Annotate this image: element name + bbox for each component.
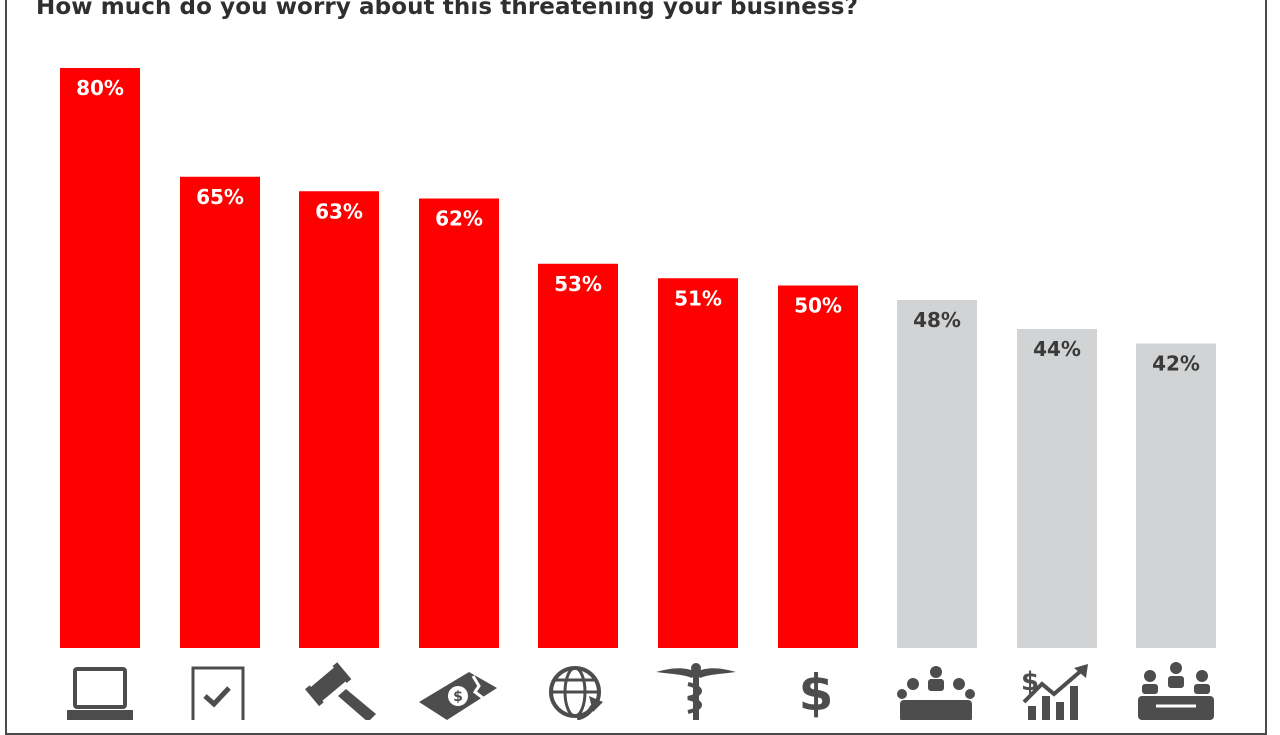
bar-value-label: 63% — [315, 199, 363, 223]
meeting-icon — [896, 662, 976, 720]
bar-value-label: 48% — [913, 308, 961, 332]
bar-caduceus — [658, 278, 738, 648]
bar-value-label: 53% — [554, 272, 602, 296]
svg-text:$: $ — [799, 664, 834, 720]
team-icon — [1136, 662, 1216, 720]
svg-text:$: $ — [1021, 667, 1039, 697]
bar-value-label: 65% — [196, 185, 244, 209]
bar-laptop — [60, 68, 140, 648]
bar-meeting — [897, 300, 977, 648]
money-bill-icon: $ — [417, 662, 497, 720]
bar-money — [419, 198, 499, 648]
checklist-icon — [179, 662, 259, 720]
bar-value-label: 50% — [794, 294, 842, 318]
bar-value-label: 42% — [1152, 352, 1200, 376]
bar-dollar — [778, 285, 858, 648]
bar-value-label: 51% — [674, 286, 722, 310]
svg-text:$: $ — [453, 689, 463, 705]
dollar-sign-icon: $ — [776, 662, 856, 720]
chart-title: How much do you worry about this threate… — [36, 0, 859, 20]
bar-value-label: 80% — [76, 76, 124, 100]
bar-chart: 80% 65% 63% 62% 53% 51% 50% 48% 44% 42% — [60, 68, 1216, 648]
caduceus-icon — [656, 662, 736, 720]
laptop-icon — [60, 662, 140, 720]
growth-chart-icon: $ — [1016, 662, 1096, 720]
bar-growth — [1017, 329, 1097, 648]
globe-icon — [537, 662, 617, 720]
bar-gavel — [299, 191, 379, 648]
bar-checklist — [180, 176, 260, 648]
bar-value-label: 44% — [1033, 337, 1081, 361]
bar-value-label: 62% — [435, 207, 483, 231]
bar-team — [1136, 343, 1216, 648]
bar-globe — [538, 263, 618, 648]
gavel-icon — [298, 662, 378, 720]
